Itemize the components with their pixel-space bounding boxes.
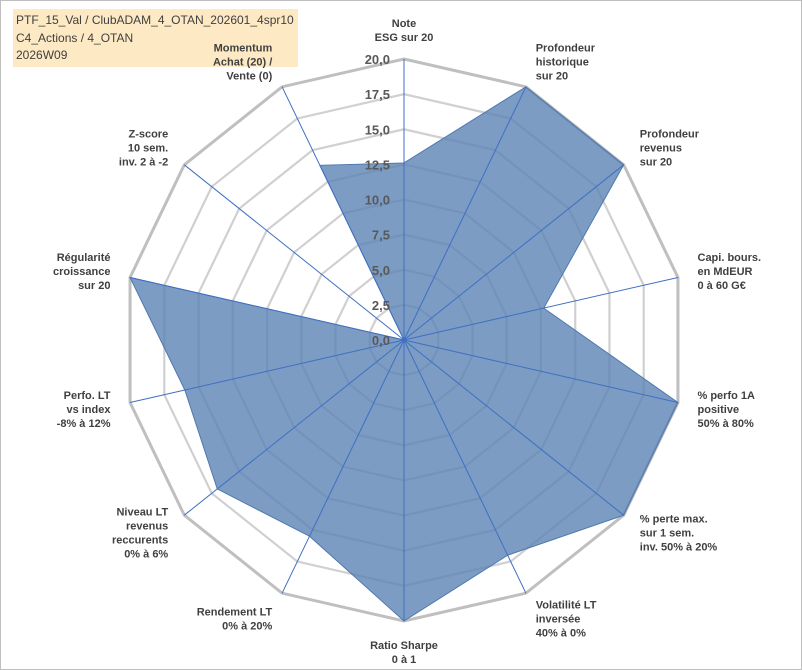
axis-spoke: [403, 339, 679, 404]
axis-label-line: sur 20: [536, 71, 568, 83]
axis-label: Profondeur revenus sur 20: [640, 128, 700, 168]
axis-label-line: 0% à 20%: [222, 620, 272, 632]
axis-label-line: Profondeur: [640, 128, 700, 140]
axis-spoke: [183, 339, 405, 516]
axis-label-line: sur 20: [78, 280, 110, 292]
axis-label: Note ESG sur 20: [375, 18, 434, 44]
axis-label-line: Momentum: [214, 43, 273, 55]
tick-label: 17,5: [365, 87, 390, 102]
axis-label-line: Z-score: [128, 128, 168, 140]
axis-label-line: Volatilité LT: [536, 599, 597, 611]
axis-label-line: 0 à 60 G€: [698, 280, 746, 292]
axis-label-line: reccurents: [112, 535, 168, 547]
axis-label: Z-score 10 sem. inv. 2 à -2: [119, 128, 168, 168]
axis-label-line: 0 à 1: [392, 654, 416, 666]
axis-label-line: % perte max.: [640, 514, 708, 526]
axis-label-line: Niveau LT: [116, 507, 168, 519]
chart-title-box: PTF_15_Val / ClubADAM_4_OTAN_202601_4spr…: [13, 9, 298, 67]
axis-spoke: [281, 86, 405, 341]
axis-label-line: % perfo 1A: [698, 390, 756, 402]
axis-label: % perte max. sur 1 sem. inv. 50% à 20%: [640, 514, 718, 554]
axis-spoke: [403, 276, 679, 341]
axis-label-line: sur 1 sem.: [640, 528, 694, 540]
axis-label: Profondeur historique sur 20: [536, 43, 596, 83]
axis-label-line: -8% à 12%: [57, 418, 111, 430]
axis-label-line: positive: [698, 404, 740, 416]
axis-label-line: Vente (0): [226, 71, 272, 83]
axis-label: Niveau LT revenus reccurents 0% à 6%: [112, 507, 169, 561]
axis-label-line: 10 sem.: [128, 142, 168, 154]
axis-spoke: [403, 164, 625, 341]
chart-title-line-3: 2026W09: [16, 48, 68, 62]
axis-label-line: Régularité: [57, 252, 111, 264]
axis-label-line: revenus: [640, 142, 682, 154]
tick-label: 12,5: [365, 157, 390, 172]
axis-label-line: inversée: [536, 613, 581, 625]
axis-label-line: croissance: [53, 266, 110, 278]
axis-label-line: sur 20: [640, 156, 672, 168]
axis-label-line: Achat (20) /: [213, 57, 272, 69]
axis-label-line: 50% à 80%: [698, 418, 754, 430]
axis-label-line: Rendement LT: [197, 606, 273, 618]
tick-label: 7,5: [372, 228, 390, 243]
axis-label-line: inv. 2 à -2: [119, 156, 168, 168]
axis-label: Capi. bours. en MdEUR 0 à 60 G€: [698, 252, 762, 292]
axis-label: Régularité croissance sur 20: [53, 252, 110, 292]
axis-label-line: revenus: [126, 521, 168, 533]
axis-spoke: [403, 339, 527, 594]
axis-spoke: [403, 86, 527, 341]
axis-label: Rendement LT 0% à 20%: [197, 606, 273, 632]
axis-label: % perfo 1A positive 50% à 80%: [698, 390, 756, 430]
axis-label: Perfo. LT vs index -8% à 12%: [57, 390, 112, 430]
tick-label: 15,0: [365, 122, 390, 137]
tick-label: 10,0: [365, 193, 390, 208]
axis-label-line: ESG sur 20: [375, 32, 434, 44]
axis-label: Ratio Sharpe 0 à 1: [370, 640, 438, 666]
chart-title-line-1: PTF_15_Val / ClubADAM_4_OTAN_202601_4spr…: [16, 13, 294, 27]
axis-label: Momentum Achat (20) / Vente (0): [213, 43, 273, 83]
axis-label-line: inv. 50% à 20%: [640, 542, 718, 554]
axis-label-line: historique: [536, 57, 589, 69]
axis-spoke: [403, 339, 625, 516]
axis-label-line: Perfo. LT: [64, 390, 111, 402]
axis-label-line: 0% à 6%: [124, 549, 168, 561]
chart-title-line-2: C4_Actions / 4_OTAN: [16, 31, 134, 45]
axis-spoke: [183, 164, 405, 341]
axis-label-line: vs index: [66, 404, 111, 416]
axis-label-line: Capi. bours.: [698, 252, 762, 264]
axis-label: Volatilité LT inversée 40% à 0%: [536, 599, 597, 639]
axis-label-line: Profondeur: [536, 43, 596, 55]
axis-label-line: 40% à 0%: [536, 627, 586, 639]
tick-label: 5,0: [372, 263, 390, 278]
axis-spoke: [281, 339, 405, 594]
tick-label: 20,0: [365, 52, 390, 67]
tick-label: 2,5: [372, 298, 390, 313]
axis-spoke: [129, 339, 405, 404]
axis-label-line: Note: [392, 18, 416, 30]
tick-label: 0,0: [372, 333, 390, 348]
axis-spoke: [129, 276, 405, 341]
axis-label-line: Ratio Sharpe: [370, 640, 438, 652]
axis-label-line: en MdEUR: [698, 266, 753, 278]
